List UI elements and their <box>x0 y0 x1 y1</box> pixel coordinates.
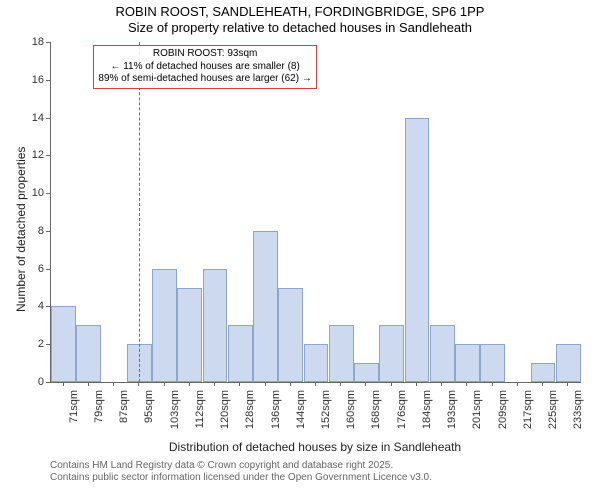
x-tick-mark <box>63 382 64 386</box>
chart-title-line2: Size of property relative to detached ho… <box>0 20 600 36</box>
histogram-bar <box>379 325 404 382</box>
x-tick-label: 79sqm <box>93 390 105 440</box>
x-tick-label: 225sqm <box>547 390 559 440</box>
annotation-line: ROBIN ROOST: 93sqm <box>98 48 311 61</box>
y-tick-mark <box>46 42 50 43</box>
x-tick-label: 128sqm <box>244 390 256 440</box>
x-tick-mark <box>113 382 114 386</box>
y-tick-label: 4 <box>0 300 44 312</box>
x-tick-label: 112sqm <box>194 390 206 440</box>
chart-container: ROBIN ROOST, SANDLEHEATH, FORDINGBRIDGE,… <box>0 0 600 500</box>
reference-line <box>139 42 140 382</box>
histogram-bar <box>329 325 354 382</box>
x-tick-label: 120sqm <box>219 390 231 440</box>
histogram-bar <box>152 269 177 382</box>
histogram-bar <box>430 325 455 382</box>
y-tick-mark <box>46 231 50 232</box>
x-tick-mark <box>441 382 442 386</box>
x-tick-label: 152sqm <box>320 390 332 440</box>
x-axis-label: Distribution of detached houses by size … <box>50 440 580 454</box>
x-tick-mark <box>492 382 493 386</box>
y-tick-label: 12 <box>0 149 44 161</box>
x-tick-mark <box>189 382 190 386</box>
y-tick-mark <box>46 155 50 156</box>
x-tick-label: 71sqm <box>68 390 80 440</box>
x-tick-mark <box>88 382 89 386</box>
x-tick-mark <box>239 382 240 386</box>
y-tick-mark <box>46 193 50 194</box>
x-tick-mark <box>466 382 467 386</box>
histogram-bar <box>531 363 556 382</box>
chart-title-block: ROBIN ROOST, SANDLEHEATH, FORDINGBRIDGE,… <box>0 0 600 37</box>
y-tick-mark <box>46 306 50 307</box>
histogram-bar <box>51 306 76 382</box>
y-tick-mark <box>46 80 50 81</box>
x-tick-label: 103sqm <box>169 390 181 440</box>
x-tick-mark <box>416 382 417 386</box>
x-tick-label: 217sqm <box>522 390 534 440</box>
histogram-bar <box>304 344 329 382</box>
x-tick-label: 87sqm <box>118 390 130 440</box>
y-tick-mark <box>46 382 50 383</box>
x-tick-label: 144sqm <box>295 390 307 440</box>
x-tick-label: 160sqm <box>345 390 357 440</box>
y-tick-label: 14 <box>0 112 44 124</box>
histogram-bar <box>177 288 202 382</box>
x-tick-label: 209sqm <box>497 390 509 440</box>
y-tick-label: 0 <box>0 376 44 388</box>
attribution-block: Contains HM Land Registry data © Crown c… <box>50 460 432 484</box>
y-tick-mark <box>46 344 50 345</box>
x-tick-mark <box>567 382 568 386</box>
y-tick-label: 10 <box>0 187 44 199</box>
x-tick-label: 136sqm <box>270 390 282 440</box>
x-tick-mark <box>340 382 341 386</box>
x-tick-mark <box>391 382 392 386</box>
x-tick-mark <box>290 382 291 386</box>
annotation-line: 89% of semi-detached houses are larger (… <box>98 73 311 86</box>
x-tick-label: 233sqm <box>572 390 584 440</box>
x-tick-mark <box>517 382 518 386</box>
x-tick-mark <box>265 382 266 386</box>
histogram-bar <box>253 231 278 382</box>
annotation-line: ← 11% of detached houses are smaller (8) <box>98 61 311 74</box>
y-tick-label: 8 <box>0 225 44 237</box>
x-tick-mark <box>138 382 139 386</box>
chart-title-line1: ROBIN ROOST, SANDLEHEATH, FORDINGBRIDGE,… <box>0 4 600 20</box>
histogram-bar <box>228 325 253 382</box>
x-tick-mark <box>365 382 366 386</box>
histogram-bar <box>203 269 228 382</box>
x-tick-label: 176sqm <box>396 390 408 440</box>
histogram-bar <box>405 118 430 382</box>
histogram-bar <box>455 344 480 382</box>
x-tick-mark <box>164 382 165 386</box>
x-tick-mark <box>542 382 543 386</box>
histogram-bar <box>278 288 303 382</box>
x-tick-label: 168sqm <box>370 390 382 440</box>
y-tick-mark <box>46 269 50 270</box>
histogram-bar <box>76 325 101 382</box>
histogram-bar <box>354 363 379 382</box>
attribution-line1: Contains HM Land Registry data © Crown c… <box>50 460 432 472</box>
x-tick-label: 193sqm <box>446 390 458 440</box>
annotation-box: ROBIN ROOST: 93sqm← 11% of detached hous… <box>93 45 316 89</box>
histogram-bar <box>556 344 581 382</box>
histogram-bar <box>480 344 505 382</box>
y-tick-label: 16 <box>0 74 44 86</box>
attribution-line2: Contains public sector information licen… <box>50 472 432 484</box>
x-tick-label: 184sqm <box>421 390 433 440</box>
plot-area: ROBIN ROOST: 93sqm← 11% of detached hous… <box>50 42 581 383</box>
y-tick-label: 18 <box>0 36 44 48</box>
y-tick-label: 6 <box>0 263 44 275</box>
x-tick-label: 201sqm <box>471 390 483 440</box>
y-tick-mark <box>46 118 50 119</box>
x-tick-mark <box>315 382 316 386</box>
x-tick-label: 95sqm <box>143 390 155 440</box>
x-tick-mark <box>214 382 215 386</box>
y-tick-label: 2 <box>0 338 44 350</box>
